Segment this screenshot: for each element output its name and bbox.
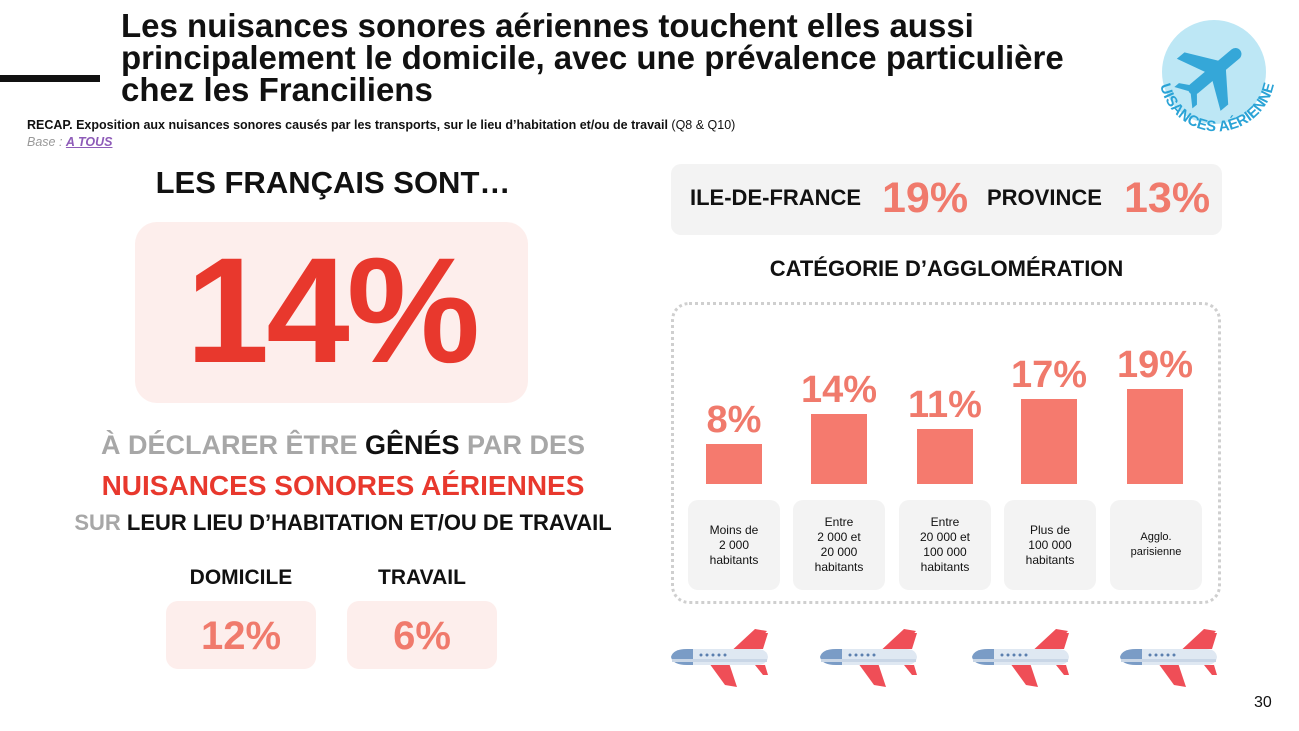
airplane-icon [671, 629, 768, 687]
domicile-percent: 12% [200, 614, 282, 658]
headline-box [135, 222, 528, 403]
domicile-label: DOMICILE [189, 566, 293, 589]
desc-l3-a: SUR [74, 510, 127, 535]
bar [1127, 389, 1183, 484]
subtitle-ref: (Q8 & Q10) [667, 118, 736, 132]
category-label: Entre 2 000 et 20 000 habitants [793, 500, 885, 590]
subtitle-main: RECAP. Exposition aux nuisances sonores … [27, 118, 668, 132]
region-province-label: PROVINCE [987, 185, 1102, 210]
region-province-percent: 13% [1124, 174, 1211, 222]
desc-line-1: À DÉCLARER ÊTRE GÊNÉS PAR DES [0, 430, 686, 461]
airplane-icon [972, 629, 1069, 687]
region-idf-percent: 19% [882, 174, 969, 222]
bar [706, 444, 762, 484]
page-number: 30 [1254, 694, 1272, 711]
bar-value-label: 19% [1117, 344, 1193, 386]
bar-value-label: 8% [707, 399, 762, 441]
airplane-icon [820, 629, 917, 687]
travail-label: TRAVAIL [378, 566, 466, 589]
bar [917, 429, 973, 484]
desc-line-2: NUISANCES SONORES AÉRIENNES [101, 470, 585, 501]
bar-value-label: 11% [908, 384, 982, 426]
base-link[interactable]: A TOUS [65, 135, 113, 149]
airplane-icon [1120, 629, 1217, 687]
page-title: Les nuisances sonores aériennes touchent… [121, 7, 1064, 108]
region-box [671, 164, 1222, 235]
category-label: Agglo. parisienne [1110, 500, 1202, 590]
base-label: Base : [27, 135, 66, 149]
bar-chart: 8% 14% 11% 17% 19% [706, 344, 1193, 484]
left-heading: LES FRANÇAIS SONT… [155, 165, 511, 200]
bar-value-label: 17% [1011, 354, 1087, 396]
category-title: CATÉGORIE D’AGGLOMÉRATION [769, 256, 1124, 281]
desc-l1-a: À DÉCLARER ÊTRE [100, 430, 365, 460]
base-note: Base : A TOUS [27, 135, 112, 149]
chart-frame [671, 302, 1221, 604]
category-label: Plus de 100 000 habitants [1004, 500, 1096, 590]
headline-percent: 14% [185, 226, 480, 394]
desc-l3-b: LEUR LIEU D’HABITATION ET/OU DE TRAVAIL [126, 510, 612, 535]
travail-percent: 6% [393, 614, 451, 658]
category-label: Moins de 2 000 habitants [688, 500, 780, 590]
region-idf-label: ILE-DE-FRANCE [690, 185, 862, 210]
desc-line-3: SUR LEUR LIEU D’HABITATION ET/OU DE TRAV… [0, 510, 686, 536]
desc-l1-c: PAR DES [459, 430, 586, 460]
bar [811, 414, 867, 484]
title-accent-bar [0, 75, 100, 82]
travail-box [347, 601, 497, 669]
subtitle: RECAP. Exposition aux nuisances sonores … [27, 118, 735, 132]
category-label: Entre 20 000 et 100 000 habitants [899, 500, 991, 590]
domicile-box [166, 601, 316, 669]
desc-l1-b: GÊNÉS [364, 430, 460, 460]
airplane-badge-icon: NUISANCES AÉRIENNES [1146, 12, 1278, 135]
bar-value-label: 14% [801, 369, 877, 411]
bar [1021, 399, 1077, 484]
